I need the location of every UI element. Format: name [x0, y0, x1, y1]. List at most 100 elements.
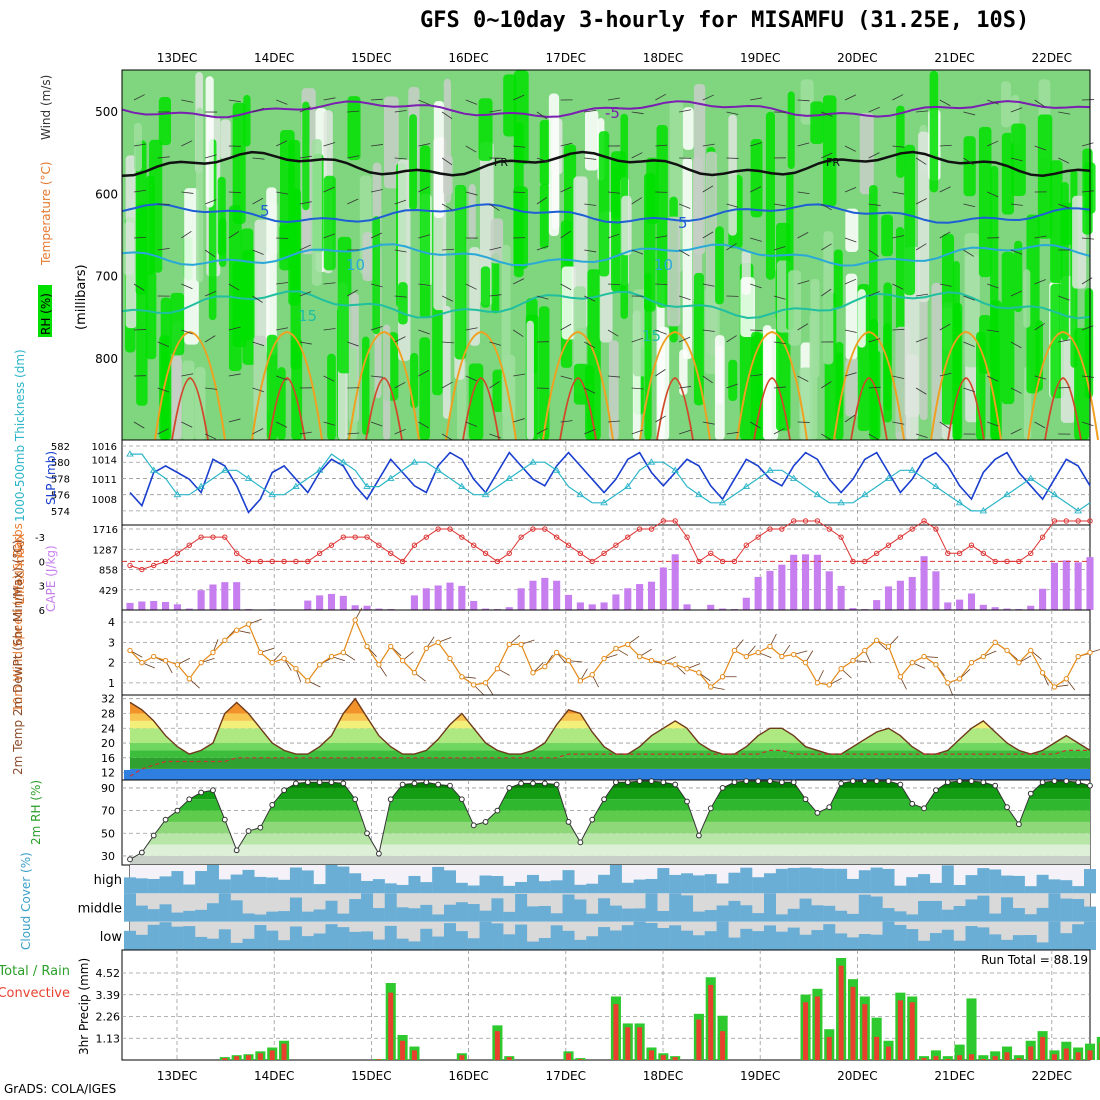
cloud-cell — [598, 927, 611, 950]
wind-barb — [228, 191, 241, 194]
rh-streak — [1050, 160, 1063, 284]
data-point — [672, 661, 678, 668]
data-point — [565, 657, 572, 664]
cloud-cell — [206, 903, 219, 922]
rh-streak — [905, 354, 919, 440]
wind-barb — [892, 145, 905, 148]
cloud-cell — [621, 925, 634, 950]
wind-barb — [607, 191, 620, 194]
data-point — [530, 670, 536, 676]
rh-streak — [443, 78, 451, 204]
convective-bar — [400, 1040, 406, 1060]
cloud-cell — [823, 905, 836, 922]
y-tick-label: 580 — [51, 458, 70, 469]
cloud-cell — [574, 939, 587, 950]
cloud-cell — [325, 865, 338, 894]
wind-barb — [915, 198, 927, 205]
cloud-cell — [372, 939, 385, 950]
cloud-cell — [159, 922, 172, 950]
rh-streak — [869, 185, 878, 360]
wind-barb — [797, 375, 809, 382]
rh-streak — [266, 187, 277, 356]
wind-barb — [797, 99, 810, 102]
cloud-cell — [420, 904, 433, 922]
convective-bar — [1051, 1054, 1057, 1060]
temp-band — [124, 770, 1088, 780]
data-point — [127, 647, 133, 654]
precip-bar — [1096, 1036, 1100, 1060]
cloud-cell — [278, 911, 291, 922]
cloud-cell — [289, 867, 302, 894]
rh-streak — [822, 95, 837, 207]
data-point — [339, 458, 348, 465]
cloud-cell — [538, 938, 551, 950]
precip-bar — [954, 1044, 965, 1060]
rh-streak — [682, 157, 693, 360]
cloud-cell — [124, 893, 136, 922]
data-point — [576, 490, 585, 498]
rh-streak — [765, 111, 776, 280]
cloud-cell — [349, 931, 362, 950]
row-label: middle — [78, 902, 122, 917]
rh-streak — [240, 228, 254, 341]
cloud-cell — [1048, 879, 1061, 894]
wind-barb — [489, 203, 500, 212]
data-point — [1016, 659, 1022, 666]
rh-streak — [220, 119, 231, 160]
convective-bar — [838, 965, 844, 1060]
wind-barb — [560, 420, 573, 423]
data-point — [695, 490, 703, 498]
wind-barb — [821, 152, 833, 159]
convective-bar — [222, 1058, 228, 1060]
wind-barb — [394, 428, 406, 435]
cape-bar — [920, 556, 928, 610]
data-point — [1063, 778, 1070, 785]
data-point — [210, 534, 216, 540]
wind-barb — [394, 336, 406, 343]
y-axis-label: SLP (mb) — [44, 451, 58, 505]
data-point — [601, 655, 607, 662]
cloud-cell — [467, 904, 480, 922]
cloud-cell — [491, 923, 504, 950]
cloud-cell — [479, 875, 492, 894]
temp-band — [130, 757, 1090, 769]
rh-streak — [468, 184, 476, 240]
wind-barb — [702, 329, 715, 332]
cloud-cell — [941, 909, 954, 922]
cloud-cell — [420, 882, 433, 894]
data-point — [684, 798, 690, 805]
row-label: low — [100, 930, 123, 945]
cloud-cell — [1072, 886, 1085, 894]
data-point — [731, 779, 738, 786]
data-point — [186, 676, 192, 682]
credit-text: GrADS: COLA/IGES — [4, 1082, 117, 1096]
data-point — [1050, 490, 1059, 498]
y-axis-label: 2m RH (%) — [29, 780, 43, 845]
wind-barb — [323, 186, 335, 193]
data-point — [826, 804, 833, 811]
legend-label: RH (%) — [39, 293, 53, 335]
cloud-cell — [965, 926, 978, 950]
cape-bar — [209, 584, 217, 610]
wind-barb — [323, 97, 336, 101]
wind-barb — [868, 203, 881, 206]
data-point — [553, 649, 560, 656]
data-point — [340, 534, 347, 540]
data-point — [992, 782, 999, 789]
contour-label: 5 — [678, 214, 688, 232]
wind-barb — [773, 295, 786, 300]
data-point — [672, 518, 678, 524]
y-tick-label: 90 — [101, 782, 115, 795]
wind-barb — [1034, 99, 1045, 107]
data-point — [897, 534, 904, 540]
data-point — [435, 781, 442, 788]
wind-barb — [678, 249, 690, 257]
wind-barb — [441, 381, 453, 389]
cloud-cell — [124, 877, 136, 894]
wind-barb — [963, 111, 976, 116]
data-point — [755, 778, 762, 785]
convective-bar — [234, 1056, 240, 1060]
wind-barb — [228, 326, 241, 331]
data-point — [447, 526, 453, 532]
data-point — [553, 534, 560, 540]
